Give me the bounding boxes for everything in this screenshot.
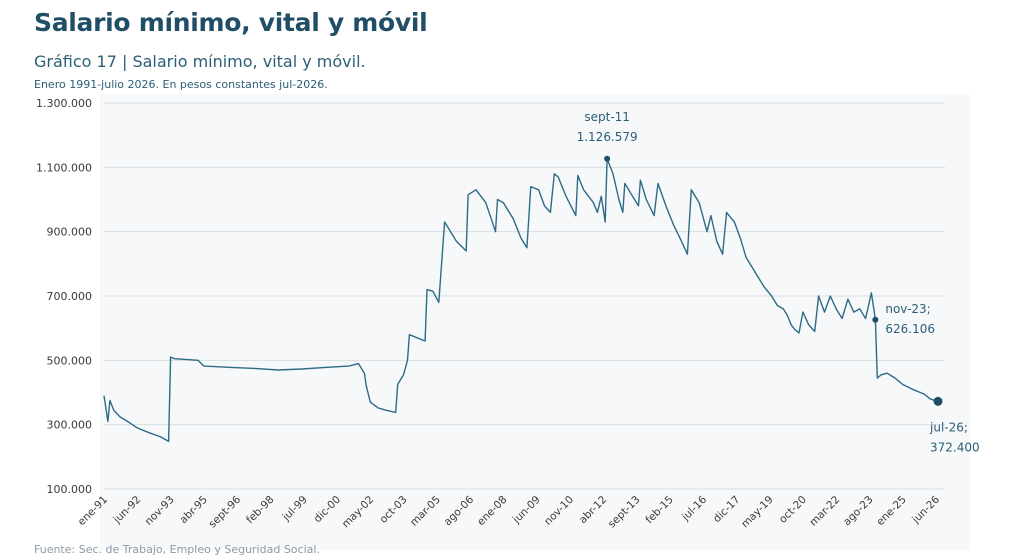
source-note: Fuente: Sec. de Trabajo, Empleo y Seguri… [34,543,320,556]
chart-subtitle: Gráfico 17 | Salario mínimo, vital y móv… [34,52,366,71]
x-tick-label: jul-99 [280,494,310,524]
annotation-value: 372.400 [930,440,980,454]
x-tick-label: oct-20 [777,494,809,526]
x-tick-label: feb-98 [244,494,277,527]
x-tick-label: mar-22 [807,494,842,529]
x-tick-label: ago-06 [442,493,477,528]
chart-note: Enero 1991-julio 2026. En pesos constant… [34,78,328,91]
x-tick-label: dic-17 [711,494,742,525]
annotation-marker [872,316,879,323]
y-tick-label: 500.000 [47,354,93,367]
annotation-label: nov-23; [885,302,930,316]
x-tick-label: feb-15 [643,494,676,527]
annotation-marker [933,396,943,406]
x-tick-label: abr-95 [178,494,210,526]
y-tick-label: 300.000 [47,419,93,432]
x-tick-label: sept-96 [207,493,244,530]
series-line [103,158,939,443]
annotation-value: 626.106 [885,322,935,336]
x-tick-label: oct-03 [378,494,410,526]
y-tick-label: 700.000 [47,290,93,303]
y-axis-ticks: 100.000 300.000 500.000 700.000 900.000 1.100… [36,97,92,496]
x-tick-label: ene-91 [76,494,110,528]
x-tick-label: sept-13 [606,494,643,531]
series-layer [103,158,939,443]
y-tick-label: 100.000 [47,483,93,496]
y-tick-label: 1.300.000 [36,97,92,110]
page-title: Salario mínimo, vital y móvil [34,8,428,37]
annotations-layer: sept-11 1.126.579 nov-23; 626.106 jul-26; 372… [577,110,980,455]
grid-lines [104,102,945,490]
x-tick-label: nov-93 [143,494,177,528]
plot-background [100,94,970,550]
x-tick-label: ene-25 [874,494,908,528]
x-tick-label: jun-92 [111,494,144,527]
x-tick-label: dic-00 [312,494,343,525]
x-tick-label: nov-10 [542,494,576,528]
x-tick-label: mar-05 [408,494,443,529]
y-tick-label: 900.000 [47,226,93,239]
x-tick-label: may-19 [739,494,776,531]
x-tick-label: jun-26 [909,493,942,526]
x-tick-label: jul-16 [679,493,709,523]
annotation-marker [604,155,611,162]
x-tick-label: ago-23 [841,494,876,529]
x-tick-label: may-02 [340,494,377,531]
x-tick-label: ene-08 [475,494,509,528]
annotation-label: sept-11 [584,110,630,124]
x-tick-label: jun-09 [510,494,543,527]
annotation-value: 1.126.579 [577,130,638,144]
x-tick-label: abr-12 [577,494,609,526]
y-tick-label: 1.100.000 [36,161,92,174]
annotation-label: jul-26; [929,420,968,434]
